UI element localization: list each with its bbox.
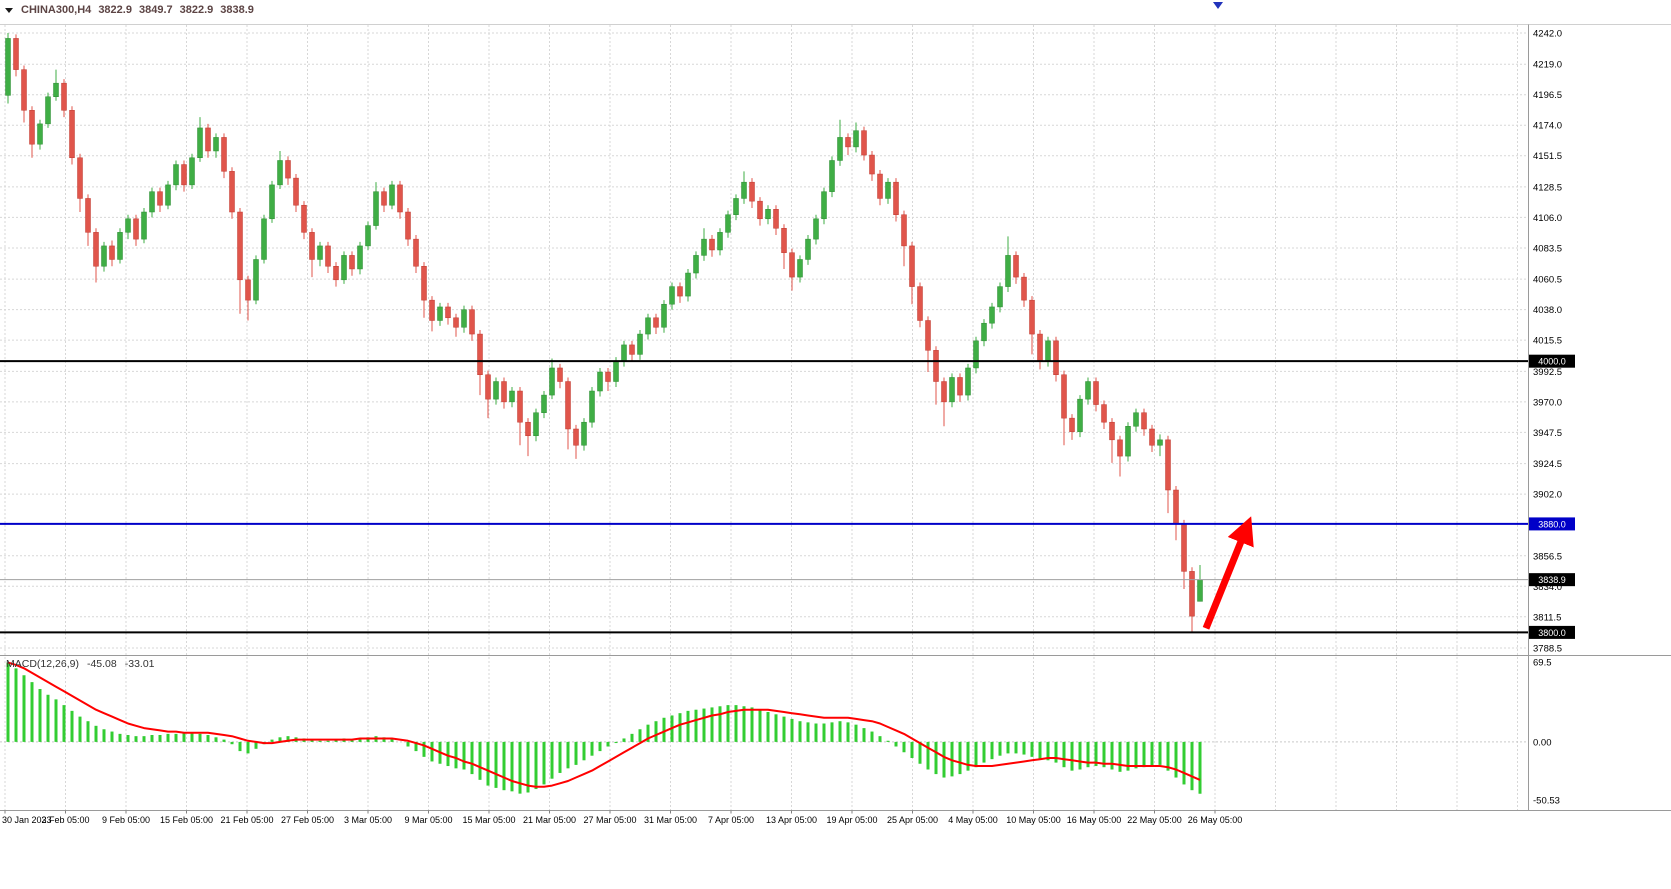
ohlc-high: 3849.7 — [138, 4, 173, 16]
date-tick-label: 31 Mar 05:00 — [644, 815, 697, 825]
date-tick-label: 4 May 05:00 — [948, 815, 998, 825]
date-tick-label: 10 May 05:00 — [1006, 815, 1061, 825]
svg-text:3880.0: 3880.0 — [1538, 519, 1566, 529]
ohlc-low: 3822.9 — [179, 4, 214, 16]
price-tick-label: 3811.5 — [1533, 612, 1561, 623]
date-tick-label: 22 May 05:00 — [1127, 815, 1182, 825]
price-tick-label: 3902.0 — [1533, 490, 1562, 501]
date-tick-label: 9 Mar 05:00 — [404, 815, 452, 825]
horizontal-gridlines — [0, 32, 1528, 649]
price-tick-label: 4151.5 — [1533, 151, 1562, 162]
macd-name: MACD(12,26,9) — [6, 658, 79, 670]
price-badge-3838.9: 3838.9 — [1529, 573, 1575, 587]
date-tick-label: 3 Mar 05:00 — [344, 815, 392, 825]
date-tick-label: 7 Apr 05:00 — [708, 815, 754, 825]
date-tick-label: 25 Apr 05:00 — [887, 815, 938, 825]
date-tick-label: 27 Feb 05:00 — [281, 815, 334, 825]
scroll-shift-marker-icon[interactable] — [1213, 2, 1223, 9]
date-tick-label: 19 Apr 05:00 — [826, 815, 877, 825]
macd-tick-label: 0.00 — [1533, 737, 1552, 748]
pane-separators — [0, 24, 1671, 811]
date-tick-label: 27 Mar 05:00 — [583, 815, 636, 825]
date-tick-label: 9 Feb 05:00 — [102, 815, 150, 825]
price-tick-label: 3992.5 — [1533, 367, 1562, 378]
date-tick-label: 16 May 05:00 — [1067, 815, 1122, 825]
price-tick-label: 4174.0 — [1533, 121, 1562, 132]
date-tick-label: 26 May 05:00 — [1188, 815, 1243, 825]
date-tick-label: 30 Jan 2023 — [2, 815, 52, 825]
date-tick-label: 15 Feb 05:00 — [160, 815, 213, 825]
svg-text:3800.0: 3800.0 — [1538, 628, 1566, 638]
price-badge-3800.0: 3800.0 — [1529, 625, 1575, 639]
symbol-timeframe-label: CHINA300,H4 — [21, 4, 92, 16]
macd-signal-line — [7, 661, 1201, 788]
date-tick-label: 15 Mar 05:00 — [462, 815, 515, 825]
macd-axis[interactable]: 69.5 0.00 -50.53 — [1533, 658, 1560, 807]
date-tick-label: 13 Apr 05:00 — [766, 815, 817, 825]
svg-text:3838.9: 3838.9 — [1538, 575, 1566, 585]
trend-arrow[interactable] — [1202, 516, 1254, 630]
svg-text:4000.0: 4000.0 — [1538, 357, 1566, 367]
macd-main-value: -45.08 — [86, 658, 117, 670]
price-tick-label: 3947.5 — [1533, 428, 1562, 439]
date-tick-label: 21 Feb 05:00 — [220, 815, 273, 825]
macd-histogram — [6, 662, 1202, 794]
price-tick-label: 4060.5 — [1533, 275, 1562, 286]
price-tick-label: 4015.5 — [1533, 336, 1562, 347]
macd-indicator-label: MACD(12,26,9) -45.08 -33.01 — [6, 658, 155, 670]
ohlc-close: 3838.9 — [220, 4, 254, 16]
chart-dropdown-icon[interactable] — [5, 7, 13, 13]
price-axis[interactable]: 4242.0 4219.0 4196.5 4174.0 4151.5 4128.5 4106… — [1533, 29, 1562, 655]
chart-title: CHINA300,H4 3822.9 3849.7 3822.9 3838.9 — [5, 4, 254, 16]
price-tick-label: 4196.5 — [1533, 90, 1562, 101]
price-tick-label: 3924.5 — [1533, 459, 1562, 470]
price-tick-label: 4219.0 — [1533, 60, 1562, 71]
price-tick-label: 4038.0 — [1533, 305, 1562, 316]
date-tick-label: 3 Feb 05:00 — [41, 815, 89, 825]
price-tick-label: 4106.0 — [1533, 213, 1562, 224]
price-tick-label: 3788.5 — [1533, 644, 1562, 655]
price-badge-4000.0: 4000.0 — [1529, 354, 1575, 368]
chart-plot-area[interactable] — [0, 25, 1528, 811]
macd-tick-label: -50.53 — [1533, 796, 1560, 807]
date-tick-label: 21 Mar 05:00 — [523, 815, 576, 825]
macd-signal-value: -33.01 — [124, 658, 155, 670]
ohlc-open: 3822.9 — [98, 4, 132, 16]
price-tick-label: 4128.5 — [1533, 182, 1562, 193]
price-badge-3880.0: 3880.0 — [1529, 517, 1575, 531]
price-tick-label: 3834.0 — [1533, 582, 1562, 593]
price-tick-label: 4242.0 — [1533, 29, 1562, 40]
price-tick-label: 4083.5 — [1533, 243, 1562, 254]
price-tick-label: 3970.0 — [1533, 397, 1562, 408]
candlesticks — [5, 33, 1203, 633]
price-tick-label: 3856.5 — [1533, 551, 1562, 562]
macd-tick-label: 69.5 — [1533, 658, 1552, 669]
vertical-gridlines — [4, 25, 1518, 810]
